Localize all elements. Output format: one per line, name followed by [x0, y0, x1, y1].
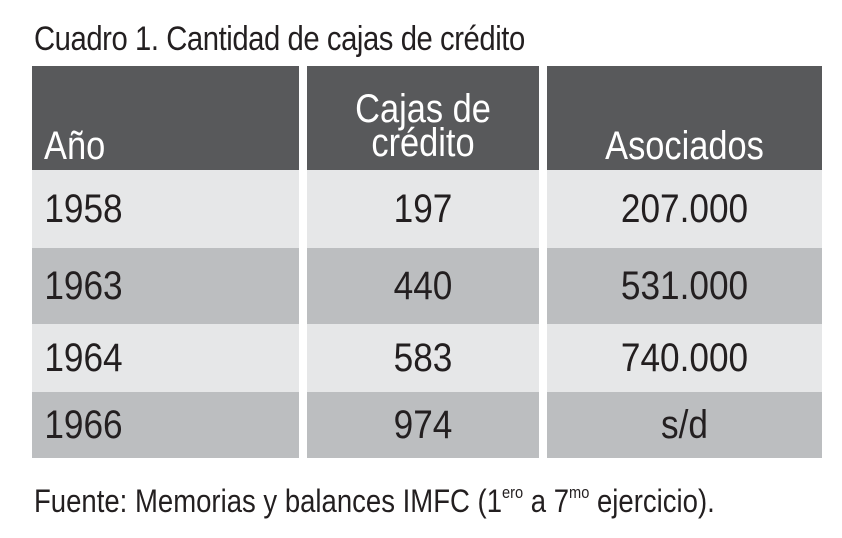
source-suffix: ejercicio).	[589, 483, 715, 519]
table-caption: Cuadro 1. Cantidad de cajas de crédito	[34, 20, 525, 58]
cell-asociados: 207.000	[539, 170, 822, 248]
table-row: 1964 583 740.000	[32, 324, 822, 392]
cell-asociados: s/d	[539, 392, 822, 458]
table-row: 1958 197 207.000	[32, 170, 822, 248]
column-header-year: Año	[32, 66, 299, 170]
header-cajas-line2: crédito	[371, 121, 475, 165]
column-header-asociados: Asociados	[539, 66, 822, 170]
cell-cajas: 583	[299, 324, 539, 392]
source-middle: a 7	[523, 483, 570, 519]
cell-year: 1966	[32, 392, 299, 458]
source-superscript-ero: ero	[502, 483, 524, 502]
cell-cajas: 974	[299, 392, 539, 458]
header-cajas-line1: Cajas de	[355, 87, 491, 131]
cell-cajas: 197	[299, 170, 539, 248]
data-table: Año Cajas de crédito Asociados 1958 197 2…	[32, 66, 822, 458]
cell-asociados: 740.000	[539, 324, 822, 392]
source-note: Fuente: Memorias y balances IMFC (1ero a…	[34, 476, 715, 526]
source-prefix: Fuente: Memorias y balances IMFC (1	[34, 483, 503, 519]
table-row: 1963 440 531.000	[32, 248, 822, 324]
cell-cajas: 440	[299, 248, 539, 324]
cell-year: 1963	[32, 248, 299, 324]
cell-year: 1964	[32, 324, 299, 392]
cell-asociados: 531.000	[539, 248, 822, 324]
cell-year: 1958	[32, 170, 299, 248]
table-header-row: Año Cajas de crédito Asociados	[32, 66, 822, 170]
table-row: 1966 974 s/d	[32, 392, 822, 458]
column-header-cajas: Cajas de crédito	[299, 66, 539, 170]
source-superscript-mo: mo	[569, 483, 590, 502]
